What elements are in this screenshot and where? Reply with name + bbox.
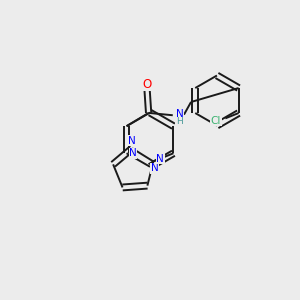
Text: N: N <box>156 154 164 164</box>
Text: N: N <box>151 163 158 173</box>
Text: H: H <box>176 117 183 126</box>
Text: Cl: Cl <box>211 116 221 126</box>
Text: N: N <box>129 148 137 158</box>
Text: N: N <box>128 136 136 146</box>
Text: O: O <box>142 78 152 91</box>
Text: N: N <box>176 109 183 119</box>
